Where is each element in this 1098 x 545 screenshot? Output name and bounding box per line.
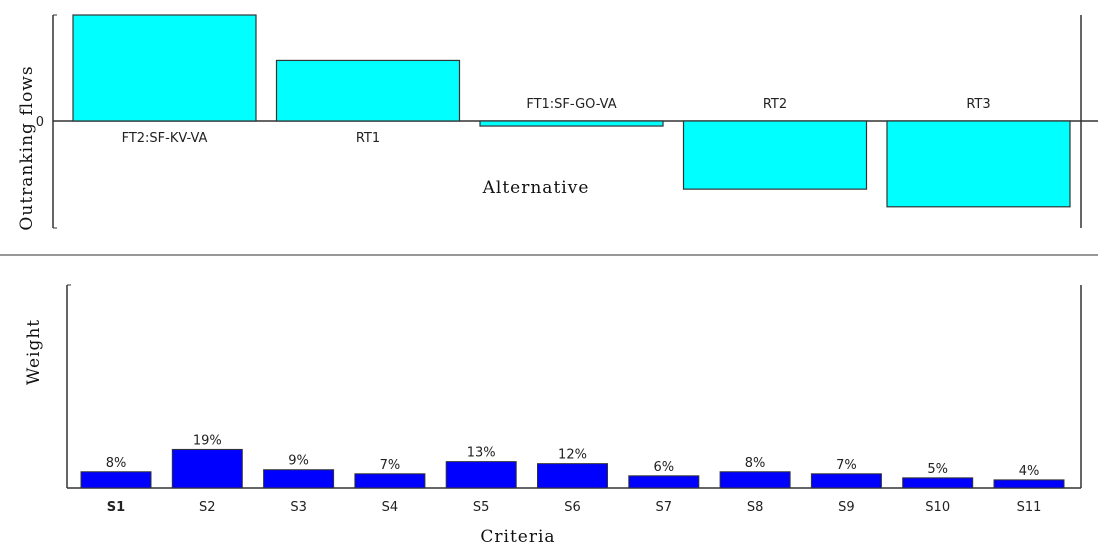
criteria-tick-label: S6 [564, 500, 581, 515]
flow-bar-label: FT1:SF-GO-VA [526, 97, 616, 112]
flow-bar-label: RT3 [966, 97, 990, 112]
criteria-tick-label: S8 [747, 500, 764, 515]
flow-bar-label: FT2:SF-KV-VA [122, 131, 208, 146]
weight-data-label: 13% [467, 446, 496, 461]
criteria-tick-label: S1 [107, 500, 125, 515]
weight-data-label: 4% [1019, 464, 1040, 479]
weights-x-axis-title: Criteria [480, 527, 555, 545]
criteria-tick-label: S7 [656, 500, 673, 515]
weight-bar [994, 480, 1064, 488]
weight-bar [629, 476, 699, 488]
criteria-tick-label: S10 [925, 500, 950, 515]
flow-bar [684, 121, 867, 189]
criteria-tick-label: S4 [382, 500, 399, 515]
criteria-tick-label: S5 [473, 500, 490, 515]
weights-chart: Weight Criteria 8% S1 19% S2 9% S3 7% S4 13% S5 12… [24, 285, 1081, 545]
weight-data-label: 19% [193, 433, 222, 448]
criteria-tick-label: S2 [199, 500, 216, 515]
flow-bar-label: RT1 [356, 131, 380, 146]
weight-bar [81, 472, 151, 488]
flow-bar [277, 60, 460, 121]
flow-bar [73, 15, 256, 121]
weight-bar [811, 474, 881, 488]
weight-bar [446, 462, 516, 488]
flows-x-axis-title: Alternative [482, 178, 590, 198]
weight-data-label: 6% [653, 460, 674, 475]
weight-data-label: 8% [745, 456, 766, 471]
weight-bar [172, 449, 242, 488]
weights-y-axis-title: Weight [24, 319, 44, 385]
flow-bar [480, 121, 663, 126]
weight-data-label: 5% [927, 462, 948, 477]
criteria-tick-label: S9 [838, 500, 855, 515]
weight-bar [264, 470, 334, 488]
criteria-tick-label: S3 [290, 500, 307, 515]
weight-bar [903, 478, 973, 488]
flows-y-axis-title: Outranking flows [17, 65, 37, 230]
weight-data-label: 9% [288, 454, 309, 469]
flow-bar [887, 121, 1070, 207]
flow-bar-label: RT2 [763, 97, 787, 112]
weights-bars: 8% S1 19% S2 9% S3 7% S4 13% S5 12% S6 6% S7 8% S8 7% S9 5… [81, 433, 1064, 515]
weight-data-label: 7% [380, 458, 401, 473]
weight-data-label: 12% [558, 448, 587, 463]
flows-chart: 0 Outranking flows Alternative FT2:SF-KV… [17, 15, 1098, 231]
weight-bar [720, 472, 790, 488]
weight-data-label: 7% [836, 458, 857, 473]
weight-data-label: 8% [106, 456, 127, 471]
criteria-tick-label: S11 [1017, 500, 1042, 515]
weight-bar [538, 464, 608, 488]
weight-bar [355, 474, 425, 488]
